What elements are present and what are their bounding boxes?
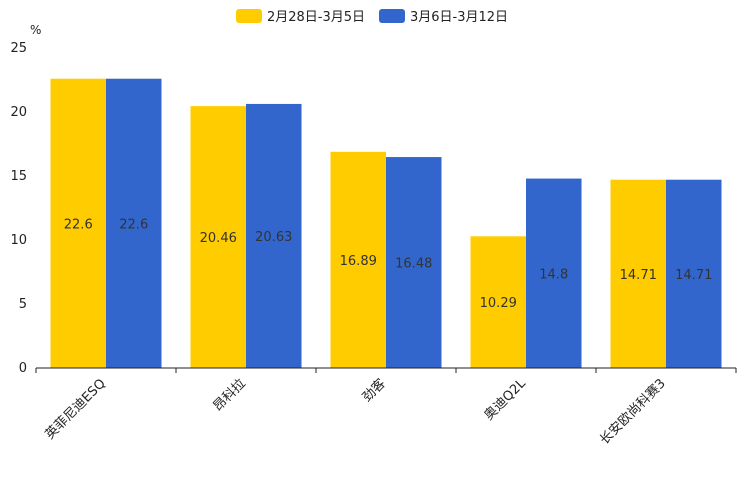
legend-label-series-1: 2月28日-3月5日 <box>266 10 365 25</box>
legend-item-series-1[interactable]: 2月28日-3月5日 <box>235 6 365 25</box>
data-label-series-1-5: 14.71 <box>620 268 657 283</box>
bar-series-2-2[interactable] <box>246 103 302 368</box>
x-tick-label: 昂科拉 <box>211 376 249 414</box>
x-tick-label: 英菲尼迪ESQ <box>43 376 109 442</box>
data-label-series-2-3: 16.48 <box>395 257 432 272</box>
bar-series-2-5[interactable] <box>666 179 722 368</box>
x-tick-label: 劲客 <box>359 376 389 406</box>
data-label-series-1-2: 20.46 <box>200 231 237 246</box>
bar-series-1-5[interactable] <box>610 179 667 368</box>
legend-label-series-2: 3月6日-3月12日 <box>410 10 509 25</box>
bar-series-2-1[interactable] <box>106 78 162 368</box>
y-tick-label: 25 <box>10 41 27 56</box>
data-label-series-1-1: 22.6 <box>64 217 93 232</box>
data-label-series-1-3: 16.89 <box>340 254 377 269</box>
legend-swatch-series-1 <box>235 8 262 23</box>
y-tick-label: 5 <box>19 297 27 312</box>
data-label-series-2-1: 22.6 <box>119 217 148 232</box>
data-label-series-2-4: 14.8 <box>539 267 568 282</box>
data-label-series-2-5: 14.71 <box>675 268 712 283</box>
y-unit-label: % <box>30 23 41 37</box>
data-label-series-1-4: 10.29 <box>480 296 517 311</box>
bar-series-1-2[interactable] <box>190 106 247 368</box>
bar-series-2-3[interactable] <box>386 157 442 368</box>
y-tick-label: 0 <box>19 361 27 376</box>
bar-series-1-1[interactable] <box>50 78 107 368</box>
bar-series-1-4[interactable] <box>470 236 527 368</box>
x-tick-label: 奥迪Q2L <box>482 376 530 424</box>
data-label-series-2-2: 20.63 <box>255 230 292 245</box>
y-tick-label: 20 <box>10 105 27 120</box>
legend-swatch-series-2 <box>379 8 405 23</box>
bar-series-1-3[interactable] <box>330 151 387 368</box>
legend-item-series-2[interactable]: 3月6日-3月12日 <box>379 6 508 25</box>
y-tick-label: 15 <box>10 169 27 184</box>
x-tick-label: 长安欧尚科赛3 <box>597 376 669 448</box>
bar-series-2-4[interactable] <box>526 178 582 368</box>
y-tick-label: 10 <box>10 233 27 248</box>
legend: 2月28日-3月5日 3月6日-3月12日 <box>0 6 744 25</box>
